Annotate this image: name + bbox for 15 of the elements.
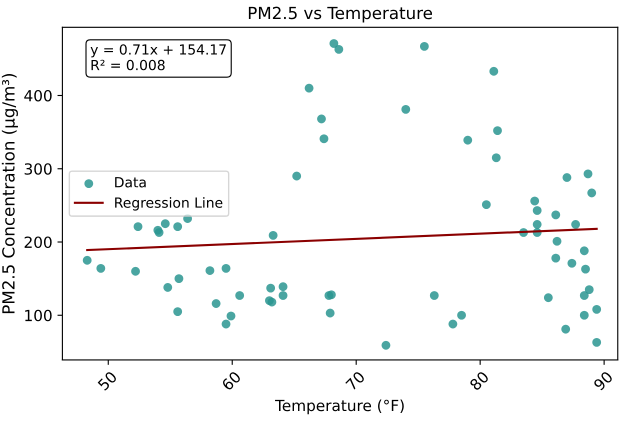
x-axis-title: Temperature (°F) bbox=[275, 399, 404, 414]
x-tick-label: 90 bbox=[592, 370, 614, 392]
x-tick-label: 70 bbox=[345, 370, 366, 391]
x-tick-label: 60 bbox=[221, 370, 242, 392]
y-tick-label: 200 bbox=[24, 236, 52, 248]
x-tick-label: 80 bbox=[468, 370, 490, 392]
y-axis-title: PM2.5 Concentration (µg/m³) bbox=[2, 74, 18, 314]
chart-title: PM2.5 vs Temperature bbox=[248, 6, 432, 22]
y-tick-label: 400 bbox=[24, 90, 52, 102]
legend-label: Data bbox=[115, 177, 146, 188]
y-tick-label: 300 bbox=[24, 163, 52, 175]
legend-label: Regression Line bbox=[115, 197, 222, 211]
x-tick-label: 50 bbox=[97, 370, 118, 391]
y-tick-label: 100 bbox=[25, 310, 52, 322]
annotation: y = 0.71x + 154.17 R² = 0.008 bbox=[90, 44, 226, 70]
